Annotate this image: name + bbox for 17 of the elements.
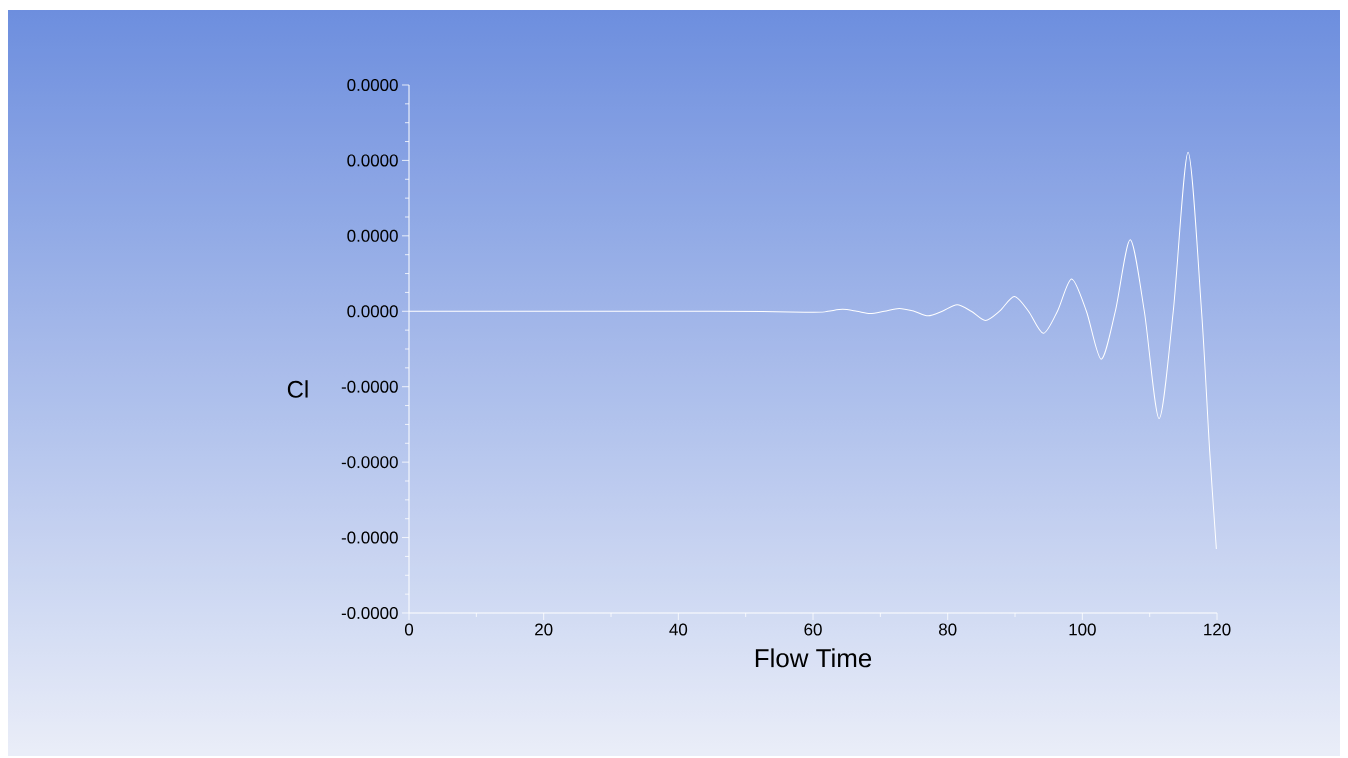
text: -0.0000 <box>341 380 398 393</box>
text: -0.0000 <box>341 607 398 619</box>
text: 0.0000 <box>347 78 398 91</box>
text: 0.0000 <box>347 305 398 318</box>
text: 0.0000 <box>347 229 398 242</box>
x-tick-label: 120 <box>1204 623 1231 636</box>
x-tick-label: 40 <box>669 623 688 636</box>
x-tick-label: 60 <box>804 623 822 636</box>
text: -0.0000 <box>341 456 398 469</box>
x-axis-title: Flow Time <box>755 648 872 668</box>
x-tick-label: 0 <box>404 623 414 636</box>
x-tick-label: 100 <box>1069 623 1096 636</box>
text: -0.0000 <box>341 531 398 544</box>
y-axis-title: Cl <box>287 380 308 398</box>
x-tick-label: 20 <box>535 623 553 636</box>
x-tick-label: 80 <box>939 623 957 636</box>
text: 0.0000 <box>347 154 398 167</box>
